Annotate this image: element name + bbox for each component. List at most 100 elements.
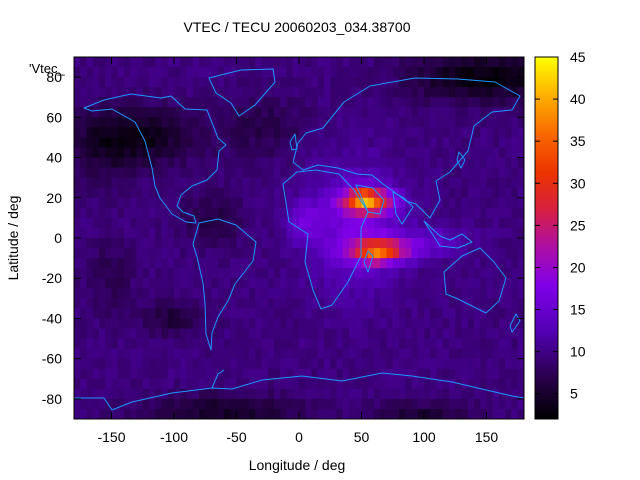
heatmap-cell: [461, 107, 469, 118]
y-tick-label: 0: [54, 230, 62, 246]
heatmap-cell: [411, 368, 419, 380]
heatmap-cell: [324, 378, 331, 390]
heatmap-cell: [336, 117, 344, 128]
heatmap-cell: [136, 217, 144, 229]
heatmap-cell: [224, 217, 231, 229]
heatmap-cell: [292, 238, 300, 249]
heatmap-cell: [417, 268, 425, 279]
heatmap-cell: [180, 288, 188, 299]
heatmap-cell: [249, 217, 256, 229]
heatmap-cell: [267, 408, 275, 419]
heatmap-cell: [192, 177, 200, 189]
heatmap-cell: [480, 187, 488, 199]
heatmap-cell: [374, 328, 381, 340]
heatmap-cell: [305, 288, 313, 299]
heatmap-cell: [130, 278, 138, 289]
heatmap-cell: [511, 408, 519, 419]
heatmap-cell: [249, 348, 256, 360]
heatmap-cell: [205, 358, 213, 370]
heatmap-cell: [130, 157, 138, 169]
heatmap-cell: [392, 117, 400, 128]
heatmap-cell: [467, 217, 475, 229]
heatmap-cell: [392, 227, 400, 239]
heatmap-cell: [455, 238, 463, 249]
heatmap-cell: [467, 388, 475, 400]
heatmap-cell: [449, 308, 456, 320]
heatmap-cell: [124, 217, 131, 229]
heatmap-cell: [180, 87, 188, 98]
heatmap-cell: [236, 398, 244, 410]
heatmap-cell: [392, 127, 400, 139]
heatmap-cell: [211, 368, 219, 380]
heatmap-cell: [492, 127, 500, 139]
heatmap-cell: [280, 288, 288, 299]
heatmap-cell: [380, 137, 388, 149]
heatmap-cell: [192, 67, 200, 78]
heatmap-cell: [149, 368, 156, 380]
heatmap-cell: [180, 268, 188, 279]
heatmap-cell: [467, 157, 475, 169]
heatmap-cell: [317, 318, 325, 330]
heatmap-cell: [392, 278, 400, 289]
heatmap-cell: [274, 177, 281, 189]
heatmap-cell: [467, 57, 475, 68]
heatmap-cell: [117, 157, 125, 169]
heatmap-cell: [186, 398, 194, 410]
heatmap-cell: [267, 318, 275, 330]
heatmap-cell: [355, 207, 363, 219]
heatmap-cell: [280, 57, 288, 68]
heatmap-cell: [349, 318, 356, 330]
heatmap-cell: [186, 248, 194, 259]
heatmap-cell: [324, 177, 331, 189]
heatmap-cell: [517, 77, 524, 88]
heatmap-cell: [267, 348, 275, 360]
heatmap-cell: [436, 268, 444, 279]
heatmap-cell: [292, 308, 300, 320]
heatmap-cell: [517, 207, 524, 219]
heatmap-cell: [149, 298, 156, 309]
heatmap-cell: [117, 137, 125, 149]
heatmap-cell: [361, 97, 369, 108]
heatmap-cell: [430, 137, 438, 149]
heatmap-cell: [386, 177, 394, 189]
heatmap-cell: [417, 378, 425, 390]
heatmap-cell: [361, 278, 369, 289]
heatmap-cell: [361, 388, 369, 400]
heatmap-cell: [180, 328, 188, 340]
heatmap-cell: [349, 117, 356, 128]
heatmap-cell: [130, 77, 138, 88]
heatmap-cell: [299, 388, 306, 400]
heatmap-cell: [149, 248, 156, 259]
heatmap-cell: [80, 338, 88, 350]
heatmap-cell: [467, 77, 475, 88]
heatmap-cell: [92, 187, 100, 199]
heatmap-cell: [111, 127, 119, 139]
heatmap-cell: [236, 308, 244, 320]
heatmap-cell: [92, 207, 100, 219]
heatmap-cell: [380, 308, 388, 320]
heatmap-cell: [255, 187, 263, 199]
heatmap-cell: [486, 328, 494, 340]
heatmap-cell: [455, 177, 463, 189]
heatmap-cell: [186, 87, 194, 98]
heatmap-cell: [105, 87, 113, 98]
heatmap-cell: [336, 328, 344, 340]
heatmap-cell: [161, 167, 169, 179]
heatmap-cell: [155, 358, 163, 370]
heatmap-cell: [467, 328, 475, 340]
heatmap-cell: [117, 177, 125, 189]
heatmap-cell: [86, 197, 94, 209]
heatmap-cell: [336, 398, 344, 410]
heatmap-cell: [480, 127, 488, 139]
heatmap-cell: [349, 197, 356, 209]
heatmap-cell: [261, 137, 269, 149]
heatmap-cell: [74, 157, 81, 169]
heatmap-cell: [92, 348, 100, 360]
heatmap-cell: [436, 137, 444, 149]
heatmap-cell: [361, 77, 369, 88]
heatmap-cell: [299, 258, 306, 269]
heatmap-cell: [86, 77, 94, 88]
heatmap-cell: [142, 97, 150, 108]
heatmap-cell: [155, 67, 163, 78]
heatmap-cell: [424, 137, 431, 149]
